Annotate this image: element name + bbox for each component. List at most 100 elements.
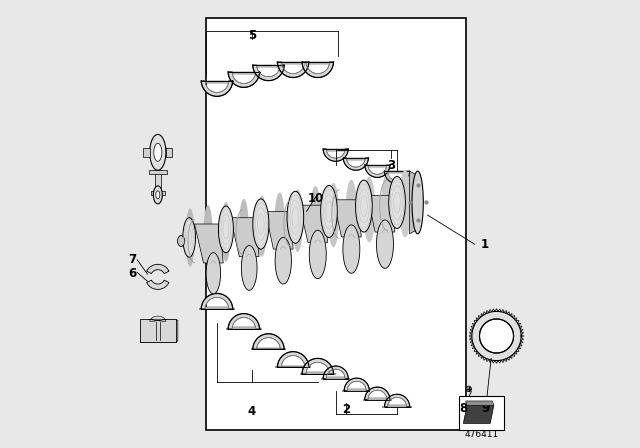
Polygon shape	[323, 366, 348, 379]
Polygon shape	[206, 253, 221, 294]
Polygon shape	[479, 319, 513, 353]
Polygon shape	[310, 186, 321, 250]
Polygon shape	[365, 398, 390, 400]
Polygon shape	[463, 405, 494, 423]
Polygon shape	[277, 352, 308, 367]
Polygon shape	[230, 218, 259, 257]
Polygon shape	[148, 316, 168, 322]
Polygon shape	[150, 191, 165, 195]
Polygon shape	[156, 191, 160, 199]
Polygon shape	[239, 199, 249, 259]
Polygon shape	[143, 148, 150, 157]
Polygon shape	[218, 206, 234, 253]
Polygon shape	[292, 190, 303, 252]
Polygon shape	[365, 387, 390, 400]
Polygon shape	[228, 72, 260, 74]
Polygon shape	[385, 394, 410, 407]
Polygon shape	[257, 196, 267, 257]
Polygon shape	[266, 211, 293, 249]
Polygon shape	[333, 200, 361, 237]
Polygon shape	[177, 236, 185, 246]
Polygon shape	[253, 65, 284, 81]
Polygon shape	[328, 183, 339, 247]
Polygon shape	[465, 401, 494, 405]
Text: 7: 7	[129, 253, 137, 267]
Polygon shape	[356, 180, 372, 232]
Polygon shape	[181, 232, 189, 246]
Polygon shape	[381, 173, 394, 240]
Text: 4: 4	[248, 405, 256, 418]
Polygon shape	[321, 185, 337, 237]
Polygon shape	[166, 148, 172, 157]
Polygon shape	[343, 158, 369, 160]
Polygon shape	[228, 327, 260, 329]
Polygon shape	[221, 202, 230, 262]
Polygon shape	[154, 143, 162, 161]
Bar	[459, 396, 504, 430]
Polygon shape	[323, 377, 348, 379]
Polygon shape	[323, 149, 348, 151]
Polygon shape	[309, 230, 326, 279]
Polygon shape	[385, 171, 410, 184]
Polygon shape	[277, 62, 308, 64]
Polygon shape	[302, 62, 333, 64]
Polygon shape	[376, 220, 394, 268]
Polygon shape	[150, 134, 166, 170]
Polygon shape	[201, 293, 233, 309]
Polygon shape	[365, 165, 390, 177]
Polygon shape	[287, 191, 303, 243]
Polygon shape	[302, 62, 333, 78]
Polygon shape	[166, 148, 172, 157]
Polygon shape	[186, 208, 195, 267]
Polygon shape	[201, 307, 233, 309]
Polygon shape	[155, 170, 161, 195]
Polygon shape	[154, 186, 163, 204]
Polygon shape	[149, 170, 167, 174]
Polygon shape	[195, 224, 223, 263]
Text: 6: 6	[129, 267, 137, 280]
Polygon shape	[346, 180, 357, 245]
Text: 5: 5	[248, 29, 256, 43]
Text: 9: 9	[482, 402, 490, 415]
Text: 8: 8	[460, 402, 467, 415]
Polygon shape	[302, 372, 333, 374]
Polygon shape	[385, 171, 410, 173]
Polygon shape	[412, 171, 423, 234]
Polygon shape	[410, 171, 418, 234]
Polygon shape	[253, 334, 284, 349]
Polygon shape	[388, 177, 405, 228]
Polygon shape	[323, 149, 348, 161]
Polygon shape	[277, 366, 308, 367]
Polygon shape	[385, 405, 410, 407]
Polygon shape	[302, 358, 333, 374]
Polygon shape	[343, 158, 369, 170]
Polygon shape	[466, 386, 472, 392]
Polygon shape	[253, 348, 284, 349]
Text: 2: 2	[342, 403, 350, 417]
Polygon shape	[204, 205, 212, 264]
Polygon shape	[140, 340, 178, 342]
Polygon shape	[140, 319, 176, 342]
Polygon shape	[472, 311, 521, 361]
Text: 476411: 476411	[465, 430, 499, 439]
Polygon shape	[201, 81, 233, 83]
Polygon shape	[300, 205, 328, 242]
Text: 3: 3	[387, 159, 395, 172]
Polygon shape	[228, 72, 260, 87]
Polygon shape	[364, 177, 375, 242]
Polygon shape	[147, 280, 169, 289]
Polygon shape	[253, 199, 269, 249]
Polygon shape	[367, 195, 395, 232]
Polygon shape	[344, 389, 369, 391]
Polygon shape	[343, 225, 360, 273]
Bar	[205, 18, 465, 430]
Polygon shape	[275, 237, 291, 284]
Text: 1: 1	[481, 237, 489, 251]
Polygon shape	[277, 62, 308, 78]
Polygon shape	[147, 264, 169, 274]
Polygon shape	[183, 218, 195, 257]
Polygon shape	[275, 193, 285, 254]
Polygon shape	[469, 309, 524, 363]
Polygon shape	[399, 170, 412, 237]
Polygon shape	[241, 246, 257, 290]
